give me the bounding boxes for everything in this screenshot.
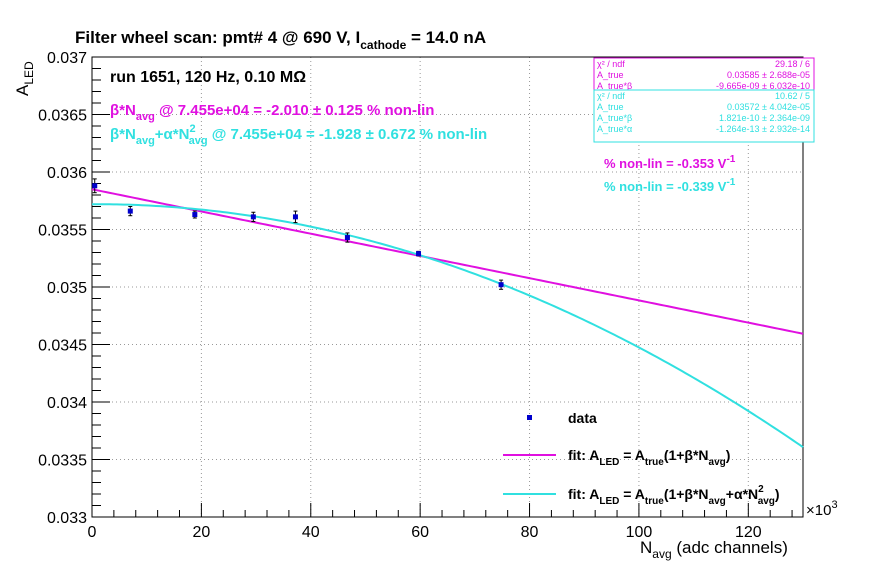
x-tick-label: 100	[626, 524, 653, 541]
data-marker	[127, 208, 133, 214]
x-tick-label: 40	[302, 524, 320, 541]
legend: data fit: ALED = Atrue(1+β*Navg) fit: AL…	[503, 410, 780, 507]
legend-data-marker	[527, 415, 532, 420]
stat-label: A_true*α	[597, 124, 632, 134]
data-points	[92, 178, 504, 290]
data-marker	[192, 212, 198, 218]
run-label: run 1651, 120 Hz, 0.10 MΩ	[110, 69, 306, 86]
x-tick-label: 60	[411, 524, 429, 541]
data-marker	[344, 235, 350, 241]
x-tick-label: 20	[192, 524, 210, 541]
data-point	[127, 206, 133, 217]
y-tick-label: 0.035	[47, 280, 87, 297]
stat-label: A_true	[597, 102, 624, 112]
data-point	[292, 210, 298, 224]
y-tick-label: 0.0335	[38, 453, 87, 470]
stat-label: χ² / ndf	[597, 91, 625, 101]
nonlin-linear: % non-lin = -0.353 V-1	[604, 154, 736, 171]
stat-value: 0.03585 ± 2.688e-05	[727, 70, 810, 80]
stat-value: 29.18 / 6	[775, 59, 810, 69]
data-marker	[292, 214, 298, 220]
stat-value: 0.03572 ± 4.042e-05	[727, 102, 810, 112]
stats-box-quadratic: χ² / ndf 10.62 / 5 A_true 0.03572 ± 4.042e-…	[593, 89, 815, 143]
y-tick-label: 0.033	[47, 510, 87, 527]
x-axis-title: Navg (adc channels)	[640, 538, 788, 561]
data-point	[416, 250, 422, 257]
data-point	[344, 232, 350, 243]
y-tick-label: 0.034	[47, 395, 87, 412]
data-point	[498, 279, 504, 290]
x-tick-label: 0	[88, 524, 97, 541]
legend-data-label: data	[568, 410, 597, 426]
data-marker	[250, 214, 256, 220]
chart-title: Filter wheel scan: pmt# 4 @ 690 V, Icath…	[75, 28, 486, 52]
stat-label: A_true	[597, 70, 624, 80]
axes: 0 20 40 60 80 100 120 0.033 0.0335 0.034 0.0345 0.0…	[38, 50, 804, 541]
y-tick-label: 0.0365	[38, 108, 87, 125]
data-point	[192, 210, 198, 219]
stat-value: -1.264e-13 ± 2.932e-14	[716, 124, 810, 134]
data-point	[250, 211, 256, 222]
stats-box-linear: χ² / ndf 29.18 / 6 A_true 0.03585 ± 2.688e-…	[593, 57, 815, 91]
fit-curves	[91, 188, 804, 448]
y-tick-label: 0.0355	[38, 223, 87, 240]
legend-fit1-label: fit: ALED = Atrue(1+β*Navg)	[568, 447, 730, 468]
y-tick-label: 0.0345	[38, 338, 87, 355]
data-marker	[498, 282, 504, 288]
x-tick-label: 120	[735, 524, 762, 541]
stat-label: A_true*β	[597, 81, 632, 91]
fit-line-quadratic	[91, 203, 804, 448]
stat-value: 1.821e-10 ± 2.364e-09	[719, 113, 810, 123]
stat-label: A_true*β	[597, 113, 632, 123]
stat-label: χ² / ndf	[597, 59, 625, 69]
annotation-quadratic: β*Navg+α*N2 avg @ 7.455e+04 = -1.928 ± 0.…	[110, 123, 487, 147]
legend-fit2-label: fit: ALED = Atrue(1+β*Navg+α*N2 avg)	[568, 484, 780, 507]
nonlin-quadratic: % non-lin = -0.339 V-1	[604, 177, 736, 194]
annotation-linear: β*Navg @ 7.455e+04 = -2.010 ± 0.125 % no…	[110, 102, 434, 123]
data-marker	[416, 251, 422, 257]
y-axis-title: ALED	[13, 61, 36, 96]
data-point	[92, 178, 98, 194]
x-tick-label: 80	[521, 524, 539, 541]
y-tick-label: 0.036	[47, 165, 87, 182]
data-marker	[92, 183, 98, 189]
stat-value: -9.665e-09 ± 6.032e-10	[716, 81, 810, 91]
fit-line-linear	[91, 188, 804, 335]
stat-value: 10.62 / 5	[775, 91, 810, 101]
x-multiplier: ×103	[806, 499, 838, 519]
y-tick-label: 0.037	[47, 50, 87, 67]
